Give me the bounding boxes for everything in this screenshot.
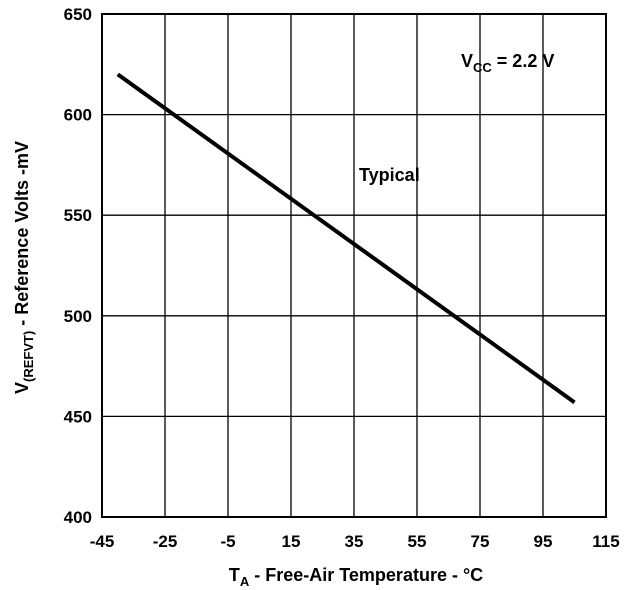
plot-frame — [101, 13, 607, 518]
y-axis-label-subscript: (REFVT) — [21, 331, 36, 382]
x-axis-label: TA - Free-Air Temperature - °C — [229, 565, 483, 589]
y-axis-label: V(REFVT) - Reference Volts -mV — [12, 141, 36, 394]
x-tick-label: 75 — [471, 532, 490, 551]
y-axis-label-rest: - Reference Volts -mV — [12, 141, 32, 331]
y-tick-label: 550 — [64, 206, 92, 225]
x-tick-label: 15 — [282, 532, 301, 551]
grid — [101, 13, 607, 518]
x-tick-label: 95 — [534, 532, 553, 551]
x-axis-label-main: T — [229, 565, 240, 585]
x-tick-label: 35 — [345, 532, 364, 551]
y-axis-label-main: V — [12, 382, 32, 394]
y-tick-label: 650 — [64, 5, 92, 24]
x-axis-label-subscript: A — [240, 574, 250, 589]
x-tick-label: -5 — [220, 532, 235, 551]
x-tick-label: -45 — [90, 532, 115, 551]
vcc-main: V — [461, 51, 473, 71]
typical-annotation: Typical — [359, 165, 420, 185]
series-line — [116, 72, 576, 404]
x-tick-label: -25 — [153, 532, 178, 551]
y-tick-label: 600 — [64, 106, 92, 125]
y-tick-label: 450 — [64, 407, 92, 426]
y-tick-labels: 400 450 500 550 600 650 — [64, 5, 92, 527]
vcc-annotation: VCC = 2.2 V — [461, 51, 554, 75]
vcc-rest: = 2.2 V — [492, 51, 555, 71]
vcc-subscript: CC — [473, 60, 492, 75]
y-tick-label: 400 — [64, 508, 92, 527]
x-axis-label-rest: - Free-Air Temperature - °C — [249, 565, 483, 585]
series — [116, 72, 576, 404]
x-tick-label: 55 — [408, 532, 427, 551]
x-tick-labels: -45 -25 -5 15 35 55 75 95 115 — [90, 532, 620, 551]
x-tick-label: 115 — [592, 532, 619, 551]
y-tick-label: 500 — [64, 307, 92, 326]
